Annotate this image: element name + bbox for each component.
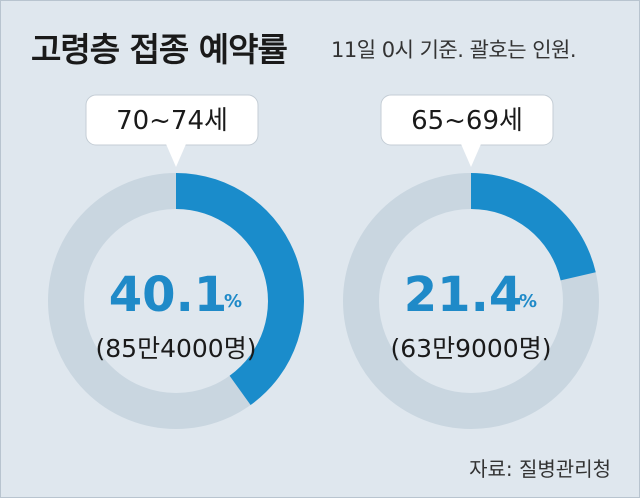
percent-unit: % [519,291,537,312]
donut-slice [176,173,304,406]
page-title: 고령층 접종 예약률 [31,30,288,69]
donut-slice [471,173,596,281]
callout-pointer [461,144,481,167]
percent-unit: % [224,291,242,312]
count-label: (85만4000명) [96,334,257,363]
callout-label: 70~74세 [116,106,228,136]
callout-pointer [166,144,186,167]
count-label: (63만9000명) [391,334,552,363]
callout-label: 65~69세 [411,106,523,136]
donut-chart-2: 65~69세 21.4% (63만9000명) [343,94,599,429]
source-note: 자료: 질병관리청 [469,457,611,481]
page-subtitle: 11일 0시 기준. 괄호는 인원. [331,38,577,62]
percent-value: 21.4 [404,267,522,323]
percent-value: 40.1 [109,267,227,323]
donut-chart-1: 70~74세 40.1% (85만4000명) [48,94,304,429]
